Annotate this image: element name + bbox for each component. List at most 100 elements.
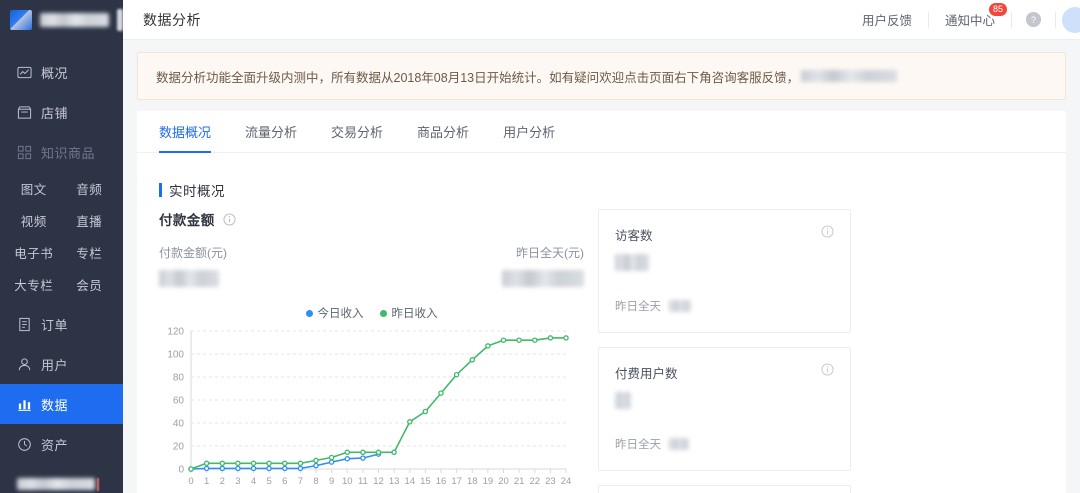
chart-data-point[interactable] xyxy=(313,462,319,469)
sidebar-item-overview[interactable]: 概况 xyxy=(0,52,123,92)
sidebar-subitem-shipin[interactable]: 视频 xyxy=(20,214,47,229)
info-circle-icon[interactable] xyxy=(821,363,834,376)
sidebar-item-shop[interactable]: 店铺 xyxy=(0,92,123,132)
payment-card-header: 付款金额 xyxy=(159,209,584,229)
chart-data-point[interactable] xyxy=(516,337,522,343)
chart-data-point[interactable] xyxy=(313,457,319,464)
chart-data-point[interactable] xyxy=(219,460,226,467)
sidebar-subitem-zhuanlan[interactable]: 专栏 xyxy=(76,246,103,261)
info-circle-icon[interactable] xyxy=(821,225,834,238)
chart-data-point[interactable] xyxy=(422,408,429,415)
sidebar-subitem-dianzishu[interactable]: 电子书 xyxy=(14,246,54,261)
chart-data-point[interactable] xyxy=(485,343,491,349)
metric-value-redacted xyxy=(615,254,649,272)
metric-value-redacted xyxy=(615,392,631,410)
chart-data-point[interactable] xyxy=(282,465,288,472)
chart-data-point[interactable] xyxy=(250,465,257,472)
chart-xtick-label: 7 xyxy=(298,476,303,487)
chart-data-point[interactable] xyxy=(407,419,413,425)
sidebar-redacted-label xyxy=(17,478,95,490)
chart-data-point[interactable] xyxy=(328,454,335,461)
tab-data-overview[interactable]: 数据概况 xyxy=(159,111,212,153)
chart-xtick-label: 12 xyxy=(373,476,384,487)
sidebar-item-label: 概况 xyxy=(41,65,69,81)
sidebar-item-assets[interactable]: 资产 xyxy=(0,424,123,464)
chart-data-point[interactable] xyxy=(235,465,241,472)
chart-xtick-label: 11 xyxy=(358,476,368,487)
chart-data-point[interactable] xyxy=(266,465,272,472)
chart-data-point[interactable] xyxy=(391,449,397,456)
sidebar-item-label: 用户 xyxy=(41,357,69,373)
chart-data-point[interactable] xyxy=(250,460,257,467)
metric-card-header: 访客数 xyxy=(615,225,834,244)
chart-xtick-label: 18 xyxy=(467,476,478,487)
chart-xtick-label: 15 xyxy=(420,476,431,487)
legend-item-today[interactable]: 今日收入 xyxy=(305,305,364,321)
chart-data-point[interactable] xyxy=(375,449,382,456)
tab-transaction-analysis[interactable]: 交易分析 xyxy=(331,124,384,140)
chart-data-point[interactable] xyxy=(360,449,366,456)
chart-data-point[interactable] xyxy=(328,459,335,465)
sidebar: 概况 店铺 知识商品 xyxy=(0,0,123,493)
sidebar-item-data[interactable]: 数据 xyxy=(0,384,123,424)
chart-data-point[interactable] xyxy=(344,449,351,456)
chart-data-point[interactable] xyxy=(235,460,241,467)
metric-card-value xyxy=(615,254,834,272)
sidebar-subitem-yinpin[interactable]: 音频 xyxy=(76,182,103,197)
sidebar-subitem-tuwen[interactable]: 图文 xyxy=(20,182,47,197)
notification-center-link[interactable]: 通知中心 85 xyxy=(929,3,1011,29)
sidebar-subitem-zhibo[interactable]: 直播 xyxy=(76,214,103,229)
legend-item-yesterday[interactable]: 昨日收入 xyxy=(379,305,438,321)
chart-data-point[interactable] xyxy=(297,465,304,472)
sidebar-item-orders[interactable]: 订单 xyxy=(0,304,123,344)
sidebar-item-redacted[interactable] xyxy=(0,464,123,493)
sidebar-subitem-dazhuanlan[interactable]: 大专栏 xyxy=(14,278,54,293)
asset-icon xyxy=(18,437,31,451)
chart-data-point[interactable] xyxy=(266,460,272,467)
chart-data-point[interactable] xyxy=(532,337,538,343)
sidebar-item-label: 数据 xyxy=(41,397,69,413)
user-feedback-link[interactable]: 用户反馈 xyxy=(861,14,912,28)
sidebar-item-users[interactable]: 用户 xyxy=(0,344,123,384)
info-circle-icon[interactable] xyxy=(223,212,236,226)
chart-xtick-label: 23 xyxy=(545,476,556,487)
metric-foot-label: 昨日全天 xyxy=(615,439,661,451)
brand-logo-icon xyxy=(10,10,32,30)
chart-data-point[interactable] xyxy=(203,465,210,472)
payment-kpi-today: 付款金额(元) xyxy=(159,244,227,288)
chart-data-point[interactable] xyxy=(188,466,194,472)
chart-series-line xyxy=(190,337,567,470)
chart-data-point[interactable] xyxy=(297,460,304,467)
chart-data-point[interactable] xyxy=(203,460,210,467)
metric-card-visitors: 访客数 昨日全天 xyxy=(598,209,851,333)
chart-data-point[interactable] xyxy=(500,337,507,343)
chart-ytick-label: 100 xyxy=(167,350,184,361)
metric-cards: 访客数 昨日全天 xyxy=(598,209,1048,493)
chart-data-point[interactable] xyxy=(438,390,444,396)
chart-data-point[interactable] xyxy=(282,460,288,467)
tab-user-analysis[interactable]: 用户分析 xyxy=(503,124,556,140)
chart-xtick-label: 14 xyxy=(404,476,415,487)
tab-product-analysis[interactable]: 商品分析 xyxy=(417,124,470,140)
user-avatar[interactable] xyxy=(1062,6,1080,33)
sidebar-subitem-huiyuan[interactable]: 会员 xyxy=(76,278,103,293)
metric-foot-label: 昨日全天 xyxy=(615,301,661,313)
chart-data-point[interactable] xyxy=(547,335,554,341)
chart-data-point[interactable] xyxy=(453,371,460,378)
metric-card-header: 付费用户数 xyxy=(615,363,834,382)
notice-redacted-link[interactable] xyxy=(801,70,898,82)
chart-data-point[interactable] xyxy=(563,335,569,341)
chart-data-point[interactable] xyxy=(360,455,366,461)
help-circle-icon[interactable]: ? xyxy=(1025,11,1042,28)
chart-data-point[interactable] xyxy=(469,357,476,363)
payment-card-title: 付款金额 xyxy=(159,213,215,228)
notice-text: 数据分析功能全面升级内测中，所有数据从2018年08月13日开始统计。如有疑问欢… xyxy=(156,70,800,85)
chart-xtick-label: 22 xyxy=(529,476,540,487)
chart-data-point[interactable] xyxy=(344,455,351,462)
chart-data-point[interactable] xyxy=(219,465,226,472)
sidebar-nav: 概况 店铺 知识商品 xyxy=(0,40,123,493)
sidebar-logo[interactable] xyxy=(0,0,123,40)
sidebar-item-knowledge-goods[interactable]: 知识商品 xyxy=(0,132,123,172)
tab-traffic-analysis[interactable]: 流量分析 xyxy=(245,124,298,140)
